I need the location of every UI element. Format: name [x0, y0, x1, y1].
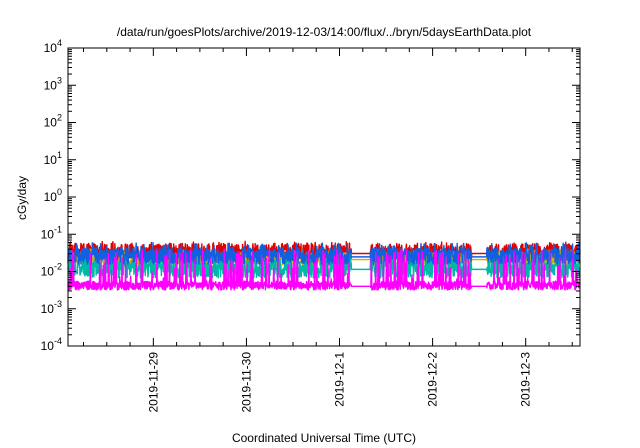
chart-title: /data/run/goesPlots/archive/2019-12-03/1…: [117, 25, 532, 39]
y-tick-label: 10-1: [41, 224, 62, 241]
y-tick-label: 100: [44, 187, 62, 204]
x-tick-label: 2019-11-29: [146, 352, 160, 413]
y-tick-label: 10-2: [41, 262, 62, 279]
x-tick-label: 2019-12-2: [426, 352, 440, 407]
series-line: [67, 241, 581, 265]
series-layer: [67, 240, 581, 291]
x-tick-label: 2019-11-30: [239, 352, 253, 413]
y-tick-label: 104: [44, 38, 62, 55]
series-line: [67, 248, 581, 291]
y-tick-label: 10-3: [41, 299, 62, 316]
axis-layer: 10-4 10-3 10-2 10-1 100 101 102 103 104 2019-11-2…: [41, 38, 580, 413]
y-axis-label: cGy/day: [15, 176, 29, 220]
y-tick-label: 10-4: [41, 336, 62, 353]
x-tick-label: 2019-12-1: [333, 352, 347, 407]
y-tick-label: 103: [44, 75, 62, 92]
x-tick-label: 2019-12-3: [519, 352, 533, 407]
plot-frame: [67, 47, 581, 347]
y-tick-label: 102: [44, 113, 62, 130]
y-tick-label: 101: [44, 150, 62, 167]
x-axis-label: Coordinated Universal Time (UTC): [232, 431, 416, 445]
